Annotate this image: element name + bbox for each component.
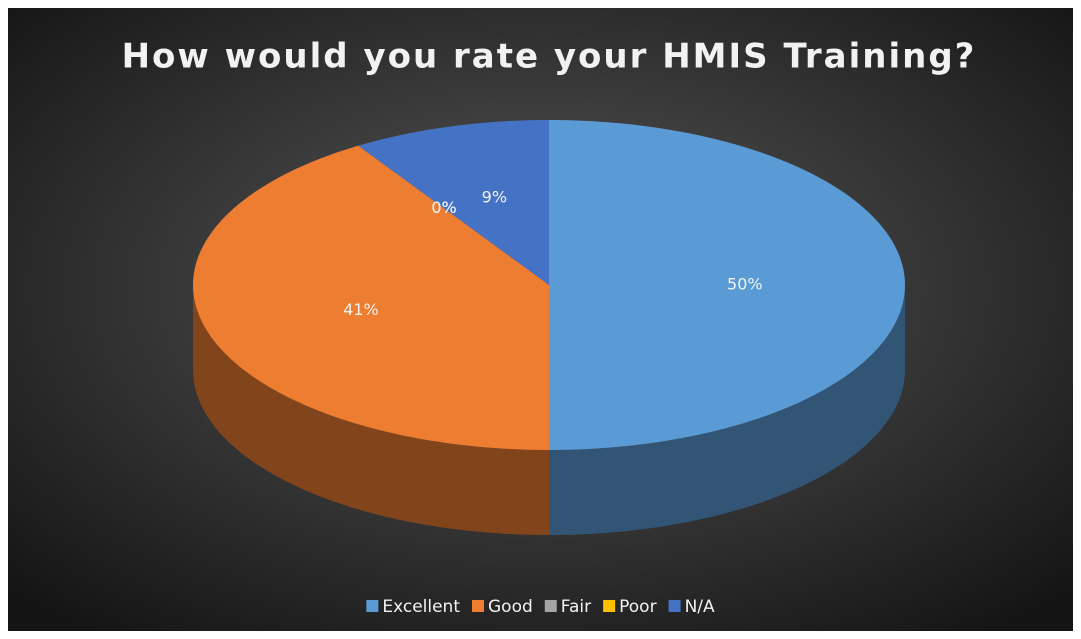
slice — [549, 120, 905, 450]
legend: Excellent Good Fair Poor N/A — [366, 597, 715, 617]
legend-label: Excellent — [382, 597, 460, 617]
legend-swatch — [472, 600, 484, 612]
data-label: 9% — [482, 187, 507, 206]
data-label: 50% — [727, 275, 763, 294]
slice — [193, 145, 549, 450]
data-label: 0% — [431, 198, 456, 217]
legend-label: Fair — [561, 597, 591, 617]
slice-side — [549, 285, 905, 535]
legend-label: Poor — [619, 597, 656, 617]
slice — [358, 120, 549, 285]
data-label: 41% — [343, 300, 379, 319]
legend-label: Good — [488, 597, 533, 617]
legend-swatch — [544, 600, 557, 612]
legend-swatch — [668, 600, 681, 612]
slice-side — [193, 285, 549, 535]
data-label: 0% — [431, 198, 456, 217]
legend-swatch — [603, 600, 616, 612]
legend-swatch — [366, 600, 379, 612]
legend-label: N/A — [685, 597, 715, 617]
chart-title: How would you rate your HMIS Training? — [122, 37, 977, 77]
pie: 50%41%0%0%9% — [193, 120, 905, 535]
